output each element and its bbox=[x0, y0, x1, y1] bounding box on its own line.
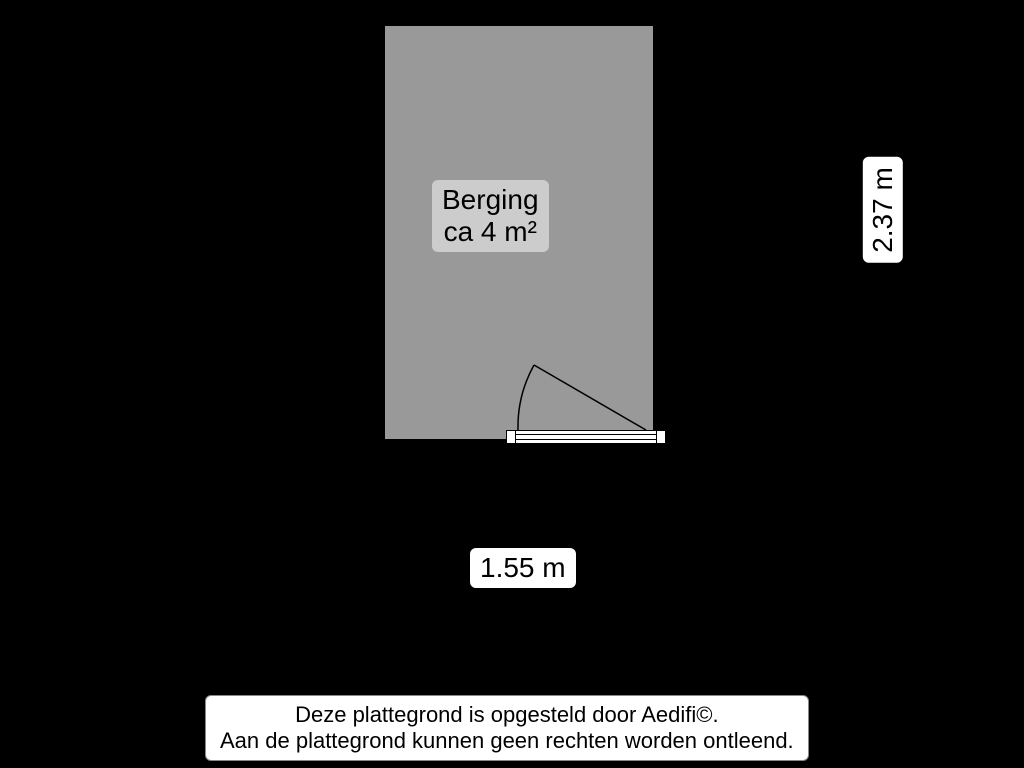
door-jamb-right bbox=[656, 430, 666, 444]
footer-line-1: Deze plattegrond is opgesteld door Aedif… bbox=[220, 702, 794, 728]
room-label: Berging ca 4 m² bbox=[432, 180, 549, 252]
dimension-width-text: 1.55 m bbox=[480, 552, 566, 583]
dimension-height-text: 2.37 m bbox=[867, 167, 898, 253]
dimension-width: 1.55 m bbox=[470, 548, 576, 588]
door-jamb-left bbox=[506, 430, 516, 444]
footer-disclaimer: Deze plattegrond is opgesteld door Aedif… bbox=[205, 695, 809, 761]
room-name: Berging bbox=[442, 184, 539, 216]
room-area: ca 4 m² bbox=[442, 216, 539, 248]
door-threshold bbox=[516, 430, 656, 444]
dim-tick bbox=[461, 562, 467, 568]
footer-line-2: Aan de plattegrond kunnen geen rechten w… bbox=[220, 728, 794, 754]
dim-tick bbox=[576, 562, 582, 568]
door-swing bbox=[516, 310, 656, 440]
dimension-height: 2.37 m bbox=[863, 157, 903, 263]
